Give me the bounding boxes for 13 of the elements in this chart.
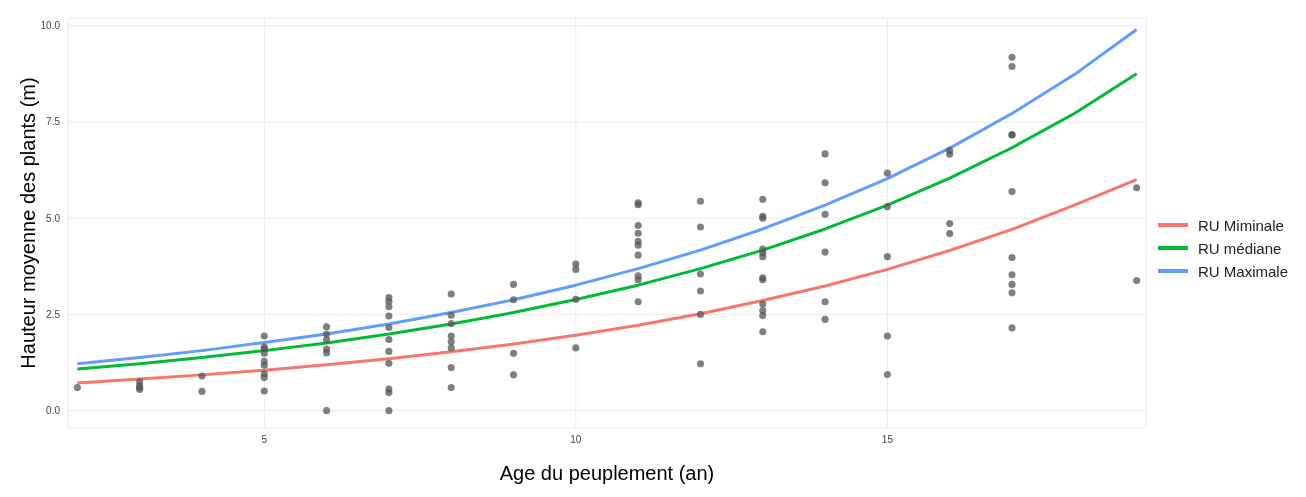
x-tick-label: 5 — [261, 434, 268, 446]
legend-label: RU Maximale — [1197, 262, 1288, 280]
y-tick-label: 5.0 — [46, 212, 61, 224]
y-tick-label: 2.5 — [46, 308, 61, 320]
y-tick-label: 7.5 — [46, 116, 61, 128]
x-tick-label: 10 — [570, 434, 582, 446]
x-axis-title: Age du peuplement (an) — [499, 462, 715, 485]
y-tick-label: 0.0 — [46, 405, 61, 417]
y-tick-label: 10.0 — [40, 20, 61, 32]
x-tick-label: 15 — [881, 434, 894, 446]
y-axis-title: Hauteur moyenne des plants (m) — [17, 77, 40, 369]
legend-label: RU Miminale — [1197, 216, 1284, 234]
legend-label: RU médiane — [1197, 239, 1282, 257]
